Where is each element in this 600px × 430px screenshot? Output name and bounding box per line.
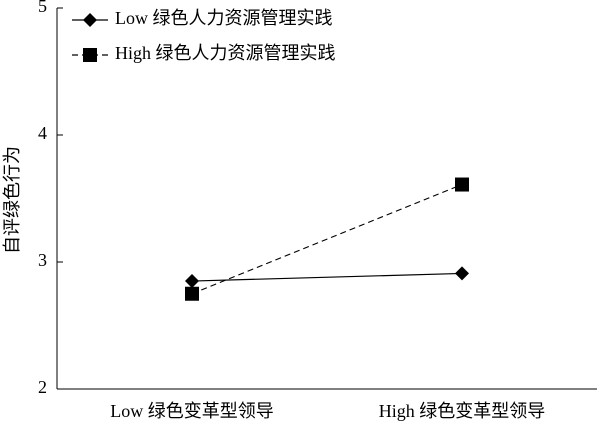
legend-marker — [83, 48, 97, 62]
y-axis-label: 自评绿色行为 — [2, 146, 22, 254]
marker — [185, 274, 199, 289]
y-tick-label: 2 — [38, 377, 47, 397]
y-tick-label: 5 — [38, 0, 47, 16]
x-tick-label: High 绿色变革型领导 — [379, 401, 546, 421]
x-tick-label: Low 绿色变革型领导 — [110, 401, 274, 421]
marker — [455, 177, 469, 192]
legend-label: Low 绿色人力资源管理实践 — [115, 8, 333, 28]
y-tick-label: 4 — [38, 123, 47, 143]
y-tick-label: 3 — [38, 250, 47, 270]
marker — [455, 266, 469, 281]
series-line — [191, 272, 463, 282]
marker — [185, 286, 199, 301]
legend-marker — [83, 13, 97, 27]
legend-label: High 绿色人力资源管理实践 — [115, 43, 336, 63]
series-line — [191, 183, 463, 295]
